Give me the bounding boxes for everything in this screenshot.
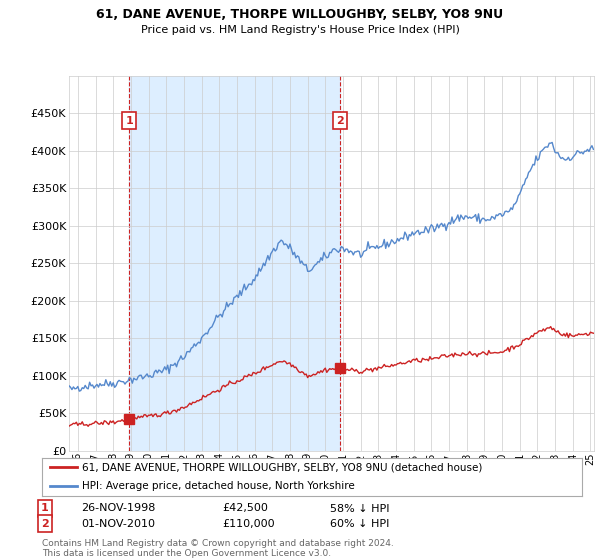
Text: 26-NOV-1998: 26-NOV-1998	[81, 503, 155, 514]
Text: 61, DANE AVENUE, THORPE WILLOUGHBY, SELBY, YO8 9NU: 61, DANE AVENUE, THORPE WILLOUGHBY, SELB…	[97, 8, 503, 21]
Text: HPI: Average price, detached house, North Yorkshire: HPI: Average price, detached house, Nort…	[83, 481, 355, 491]
Text: Price paid vs. HM Land Registry's House Price Index (HPI): Price paid vs. HM Land Registry's House …	[140, 25, 460, 35]
Text: 58% ↓ HPI: 58% ↓ HPI	[330, 503, 389, 514]
Text: 1: 1	[41, 503, 49, 514]
Text: 2: 2	[41, 519, 49, 529]
Text: 2: 2	[336, 115, 344, 125]
Text: 60% ↓ HPI: 60% ↓ HPI	[330, 519, 389, 529]
Text: 61, DANE AVENUE, THORPE WILLOUGHBY, SELBY, YO8 9NU (detached house): 61, DANE AVENUE, THORPE WILLOUGHBY, SELB…	[83, 462, 483, 472]
Bar	[129, 76, 340, 451]
Text: £42,500: £42,500	[222, 503, 268, 514]
Text: 1: 1	[125, 115, 133, 125]
Text: Contains HM Land Registry data © Crown copyright and database right 2024.
This d: Contains HM Land Registry data © Crown c…	[42, 539, 394, 558]
Text: 01-NOV-2010: 01-NOV-2010	[81, 519, 155, 529]
Text: £110,000: £110,000	[222, 519, 275, 529]
